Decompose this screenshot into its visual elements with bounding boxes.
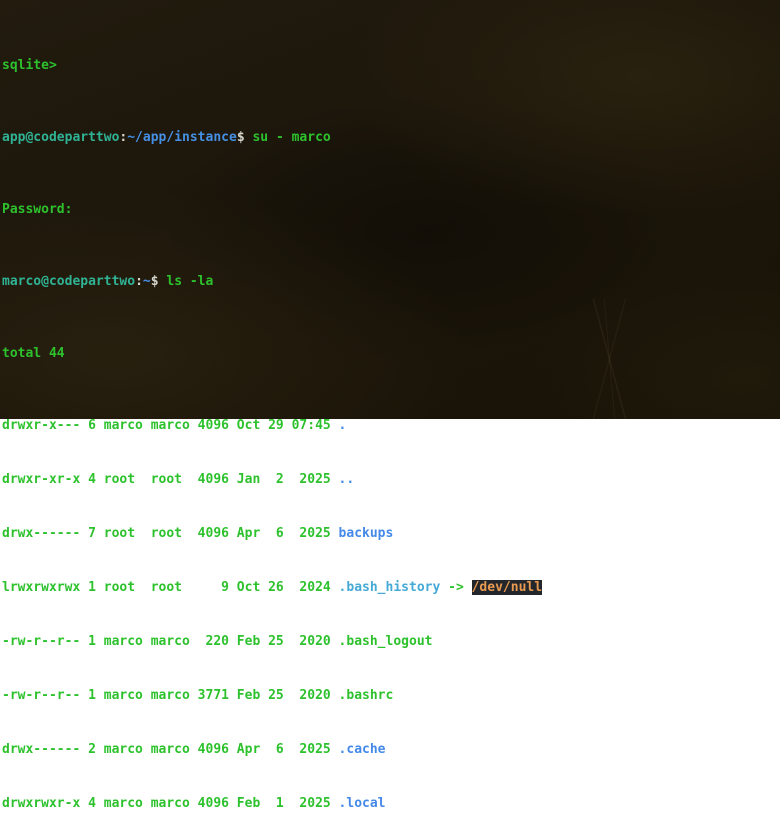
- symlink-target: /dev/null: [471, 580, 543, 595]
- file-name: .: [338, 418, 347, 433]
- file-permissions-meta: lrwxrwxrwx 1 root root 9 Oct 26 2024: [2, 580, 339, 595]
- ls-row: drwxr-xr-x 4 root root 4096 Jan 2 2025 .…: [2, 471, 780, 489]
- terminal-line: app@codeparttwo:~/app/instance$ su - mar…: [2, 129, 780, 147]
- password-prompt: Password:: [2, 202, 73, 217]
- command-text: ls -la: [166, 274, 214, 289]
- file-name: .bash_logout: [338, 634, 433, 649]
- prompt-colon: :: [119, 130, 128, 145]
- ls-row: -rw-r--r-- 1 marco marco 220 Feb 25 2020…: [2, 633, 780, 651]
- terminal-line: sqlite>: [2, 57, 780, 75]
- command-text: su - marco: [252, 130, 331, 145]
- terminal-line: marco@codeparttwo:~$ ls -la: [2, 273, 780, 291]
- prompt-dollar: $: [150, 274, 167, 289]
- file-permissions-meta: drwxr-x--- 6 marco marco 4096 Oct 29 07:…: [2, 418, 339, 433]
- prompt-user-host: app@codeparttwo: [2, 130, 120, 145]
- prompt-dollar: $: [236, 130, 253, 145]
- ls-row: drwx------ 2 marco marco 4096 Apr 6 2025…: [2, 741, 780, 759]
- total-line: total 44: [2, 346, 65, 361]
- file-permissions-meta: -rw-r--r-- 1 marco marco 220 Feb 25 2020: [2, 634, 339, 649]
- terminal-screen[interactable]: sqlite> app@codeparttwo:~/app/instance$ …: [0, 0, 780, 811]
- prompt-path: ~/app/instance: [127, 130, 237, 145]
- file-permissions-meta: drwx------ 7 root root 4096 Apr 6 2025: [2, 526, 339, 541]
- ls-row: drwx------ 7 root root 4096 Apr 6 2025 b…: [2, 525, 780, 543]
- file-permissions-meta: drwx------ 2 marco marco 4096 Apr 6 2025: [2, 742, 339, 757]
- ls-row: -rw-r--r-- 1 marco marco 3771 Feb 25 202…: [2, 687, 780, 705]
- ls-row: lrwxrwxrwx 1 root root 9 Oct 26 2024 .ba…: [2, 579, 780, 597]
- ls-row: drwxr-x--- 6 marco marco 4096 Oct 29 07:…: [2, 417, 780, 435]
- file-permissions-meta: drwxrwxr-x 4 marco marco 4096 Feb 1 2025: [2, 796, 339, 811]
- file-name: backups: [338, 526, 394, 541]
- symlink-arrow: ->: [440, 580, 472, 595]
- prompt-path: ~: [142, 274, 151, 289]
- file-permissions-meta: -rw-r--r-- 1 marco marco 3771 Feb 25 202…: [2, 688, 339, 703]
- file-name: .bash_history: [338, 580, 441, 595]
- terminal-line: total 44: [2, 345, 780, 363]
- prompt-colon: :: [135, 274, 143, 289]
- file-name: .local: [338, 796, 386, 811]
- ls-row: drwxrwxr-x 4 marco marco 4096 Feb 1 2025…: [2, 795, 780, 813]
- terminal-line: Password:: [2, 201, 780, 219]
- sqlite-prompt: sqlite>: [2, 58, 57, 73]
- file-name: .bashrc: [338, 688, 394, 703]
- file-name: .cache: [338, 742, 386, 757]
- prompt-user-host: marco@codeparttwo: [2, 274, 136, 289]
- file-permissions-meta: drwxr-xr-x 4 root root 4096 Jan 2 2025: [2, 472, 339, 487]
- file-name: ..: [338, 472, 355, 487]
